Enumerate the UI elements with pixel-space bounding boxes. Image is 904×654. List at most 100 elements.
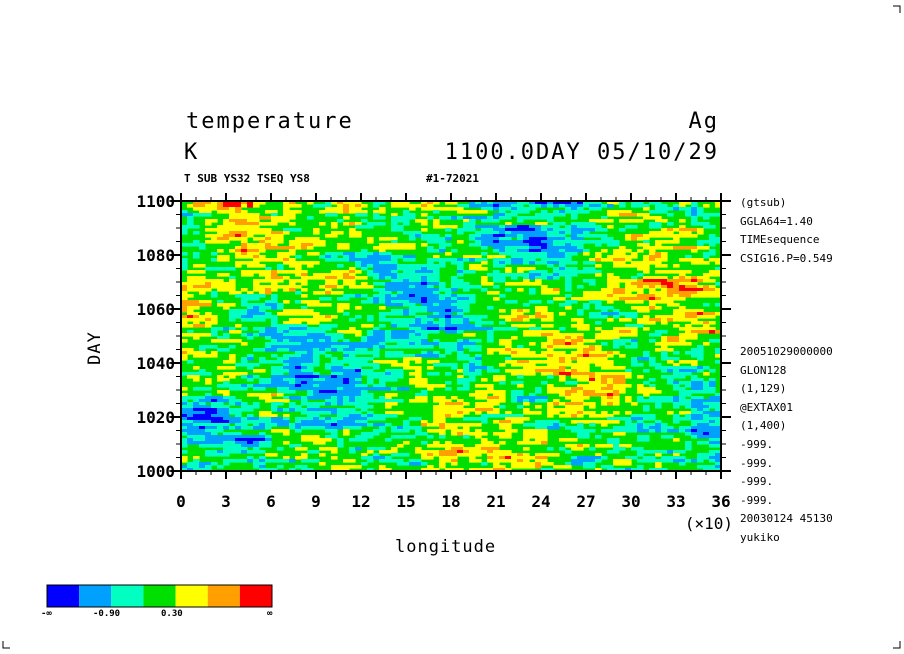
heatmap-cell	[373, 210, 380, 214]
heatmap-cell	[559, 249, 566, 253]
heatmap-cell	[391, 303, 398, 307]
heatmap-cell	[367, 417, 374, 421]
heatmap-cell	[547, 426, 554, 430]
heatmap-cell	[697, 387, 704, 391]
heatmap-cell	[409, 213, 416, 217]
heatmap-cell	[583, 201, 590, 205]
heatmap-cell	[565, 303, 572, 307]
heatmap-cell	[547, 387, 554, 391]
heatmap-cell	[535, 333, 542, 337]
heatmap-cell	[283, 381, 290, 385]
heatmap-cell	[667, 240, 674, 244]
heatmap-cell	[193, 324, 200, 328]
heatmap-cell	[403, 342, 410, 346]
heatmap-cell	[673, 372, 680, 376]
heatmap-cell	[655, 204, 662, 208]
heatmap-cell	[277, 348, 284, 352]
heatmap-cell	[235, 432, 242, 436]
heatmap-cell	[379, 315, 386, 319]
heatmap-cell	[187, 348, 194, 352]
heatmap-cell	[703, 324, 710, 328]
heatmap-cell	[613, 459, 620, 463]
heatmap-cell	[337, 369, 344, 373]
heatmap-cell	[607, 378, 614, 382]
heatmap-cell	[703, 441, 710, 445]
heatmap-cell	[355, 438, 362, 442]
heatmap-cell	[481, 315, 488, 319]
y-tick-label: 1100	[136, 192, 175, 211]
heatmap-cell	[289, 210, 296, 214]
heatmap-cell	[325, 285, 332, 289]
heatmap-cell	[277, 390, 284, 394]
heatmap-cell	[331, 381, 338, 385]
heatmap-cell	[283, 228, 290, 232]
heatmap-cell	[205, 282, 212, 286]
heatmap-cell	[193, 306, 200, 310]
heatmap-cell	[271, 219, 278, 223]
heatmap-cell	[655, 219, 662, 223]
heatmap-cell	[565, 258, 572, 262]
heatmap-cell	[625, 297, 632, 301]
heatmap-cell	[343, 303, 350, 307]
heatmap-cell	[655, 231, 662, 235]
heatmap-cell	[547, 411, 554, 415]
heatmap-cell	[373, 270, 380, 274]
heatmap-cell	[361, 249, 368, 253]
heatmap-cell	[667, 207, 674, 211]
heatmap-cell	[703, 216, 710, 220]
heatmap-cell	[553, 420, 560, 424]
heatmap-cell	[679, 327, 686, 331]
heatmap-cell	[511, 327, 518, 331]
heatmap-cell	[313, 273, 320, 277]
heatmap-cell	[649, 288, 656, 292]
heatmap-cell	[571, 336, 578, 340]
heatmap-cell	[697, 288, 704, 292]
heatmap-cell	[715, 288, 721, 292]
heatmap-cell	[295, 342, 302, 346]
heatmap-cell	[499, 255, 506, 259]
heatmap-cell	[553, 246, 560, 250]
heatmap-cell	[289, 405, 296, 409]
heatmap-cell	[205, 210, 212, 214]
heatmap-cell	[427, 345, 434, 349]
heatmap-cell	[307, 414, 314, 418]
heatmap-cell	[421, 228, 428, 232]
heatmap-cell	[187, 288, 194, 292]
heatmap-cell	[355, 396, 362, 400]
heatmap-cell	[565, 225, 572, 229]
heatmap-cell	[613, 351, 620, 355]
heatmap-cell	[511, 453, 518, 457]
heatmap-cell	[481, 234, 488, 238]
heatmap-cell	[631, 423, 638, 427]
heatmap-cell	[229, 411, 236, 415]
heatmap-cell	[481, 432, 488, 436]
heatmap-cell	[307, 327, 314, 331]
heatmap-cell	[565, 249, 572, 253]
heatmap-cell	[379, 210, 386, 214]
heatmap-cell	[445, 258, 452, 262]
heatmap-cell	[619, 444, 626, 448]
heatmap-cell	[193, 441, 200, 445]
heatmap-cell	[289, 324, 296, 328]
heatmap-cell	[313, 393, 320, 397]
heatmap-cell	[259, 222, 266, 226]
heatmap-cell	[385, 243, 392, 247]
heatmap-cell	[709, 411, 716, 415]
heatmap-cell	[427, 321, 434, 325]
heatmap-cell	[637, 423, 644, 427]
heatmap-cell	[439, 417, 446, 421]
heatmap-cell	[625, 255, 632, 259]
heatmap-cell	[583, 267, 590, 271]
heatmap-cell	[601, 258, 608, 262]
heatmap-cell	[391, 339, 398, 343]
heatmap-cell	[595, 219, 602, 223]
heatmap-cell	[439, 429, 446, 433]
heatmap-cell	[691, 291, 698, 295]
heatmap-cell	[259, 279, 266, 283]
corner-marks	[2, 5, 901, 649]
heatmap-cell	[265, 438, 272, 442]
heatmap-cell	[607, 450, 614, 454]
heatmap-cell	[319, 396, 326, 400]
heatmap-cell	[433, 249, 440, 253]
heatmap-cell	[451, 279, 458, 283]
